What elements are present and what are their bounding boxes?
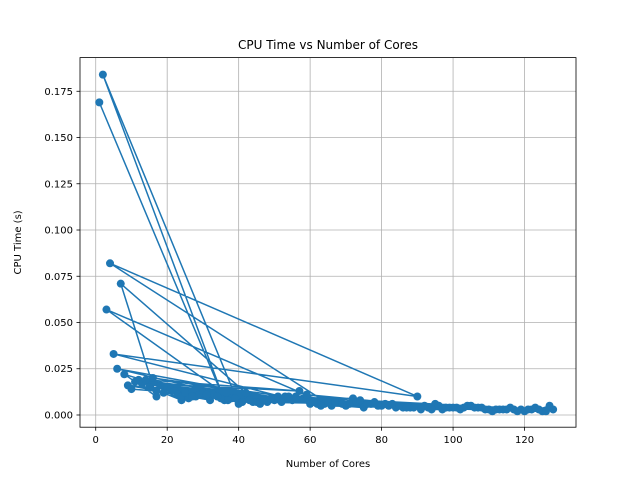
data-point xyxy=(356,396,365,405)
data-point xyxy=(316,401,325,410)
data-point xyxy=(363,399,372,408)
data-point xyxy=(277,398,286,407)
y-tick-label: 0.125 xyxy=(44,179,73,190)
y-tick-label: 0.150 xyxy=(44,133,73,144)
data-point xyxy=(502,405,511,414)
data-point xyxy=(120,370,129,379)
data-point xyxy=(113,364,122,373)
plot-frame xyxy=(79,57,577,428)
gridlines xyxy=(80,57,576,428)
data-point xyxy=(449,403,458,412)
data-point xyxy=(438,405,447,414)
data-point xyxy=(98,70,107,79)
data-point xyxy=(148,373,157,382)
x-tick-label: 100 xyxy=(444,435,463,446)
data-point xyxy=(109,349,118,358)
data-point xyxy=(102,305,111,314)
data-point xyxy=(402,403,411,412)
data-point xyxy=(427,405,436,414)
data-point xyxy=(481,405,490,414)
data-point xyxy=(284,392,293,401)
data-point xyxy=(338,399,347,408)
x-tick-label: 0 xyxy=(93,435,99,446)
data-point xyxy=(388,399,397,408)
data-point xyxy=(459,403,468,412)
data-point xyxy=(245,396,254,405)
x-tick-label: 80 xyxy=(375,435,388,446)
data-point xyxy=(524,405,533,414)
y-tick-label: 0.000 xyxy=(44,410,73,421)
data-point xyxy=(324,398,332,407)
data-point xyxy=(127,385,136,394)
data-point xyxy=(181,388,190,397)
data-point xyxy=(231,394,240,403)
data-point xyxy=(188,392,197,401)
data-point xyxy=(95,98,104,107)
data-point xyxy=(513,407,522,416)
y-tick-label: 0.050 xyxy=(44,318,73,329)
x-tick-label: 40 xyxy=(232,435,245,446)
data-point xyxy=(266,394,275,403)
x-axis-label: Number of Cores xyxy=(286,459,371,470)
data-point xyxy=(409,403,418,412)
data-point xyxy=(238,398,247,407)
data-point xyxy=(470,403,479,412)
chart-title: CPU Time vs Number of Cores xyxy=(238,38,418,52)
data-point xyxy=(413,392,422,401)
data-point xyxy=(331,398,340,407)
data-point xyxy=(302,390,311,399)
data-point xyxy=(259,396,268,405)
y-tick-label: 0.075 xyxy=(44,272,73,283)
data-point xyxy=(241,388,250,397)
y-tick-label: 0.025 xyxy=(44,364,73,375)
data-point xyxy=(545,401,554,410)
data-point xyxy=(141,375,150,384)
y-tick-label: 0.100 xyxy=(44,226,73,237)
data-point xyxy=(152,392,161,401)
y-axis-ticks: 0.000 0.025 0.050 0.075 0.100 0.125 0.150 0.175 xyxy=(44,87,80,421)
x-axis-ticks: 0 20 40 60 80 100 120 xyxy=(93,427,534,446)
data-point xyxy=(106,259,115,268)
data-point xyxy=(223,396,232,405)
data-point xyxy=(534,405,543,414)
y-tick-label: 0.175 xyxy=(44,87,73,98)
data-point xyxy=(156,381,165,390)
data-point xyxy=(291,392,300,401)
x-tick-label: 60 xyxy=(304,435,317,446)
data-point xyxy=(145,383,154,392)
data-point xyxy=(345,399,354,408)
data-point xyxy=(309,398,318,407)
data-point xyxy=(395,401,404,410)
x-tick-label: 120 xyxy=(515,435,534,446)
data-point xyxy=(416,405,425,414)
data-points xyxy=(95,70,558,416)
data-point xyxy=(491,405,500,414)
x-tick-label: 20 xyxy=(161,435,174,446)
data-point xyxy=(202,390,211,399)
data-point xyxy=(370,398,379,407)
data-point xyxy=(116,279,125,288)
data-point xyxy=(213,392,222,401)
y-axis-label: CPU Time (s) xyxy=(13,210,24,274)
